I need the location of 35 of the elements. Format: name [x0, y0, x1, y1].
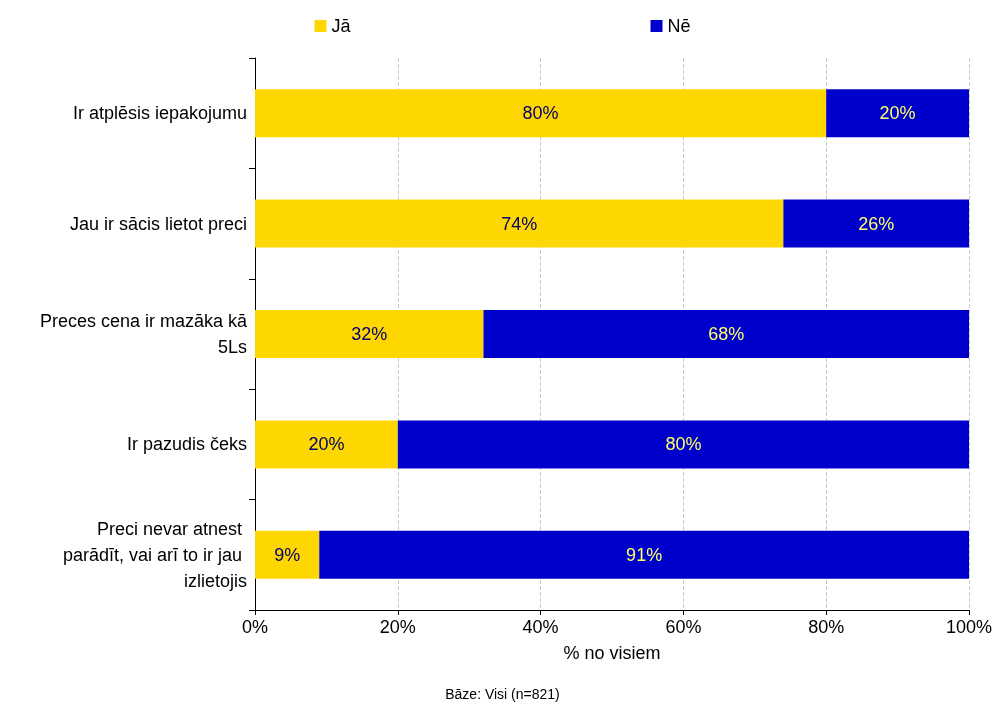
data-label: 9%: [274, 544, 301, 565]
data-label: 20%: [308, 434, 345, 455]
bar: [255, 89, 827, 138]
data-label: 26%: [858, 213, 895, 234]
data-label: 80%: [665, 434, 702, 455]
data-label: 74%: [501, 213, 538, 234]
text: Bāze: Visi (n=821): [445, 686, 560, 702]
data-label: 68%: [708, 324, 745, 344]
x-tick-label: 0%: [241, 617, 269, 637]
x-axis-title: % no visiem: [563, 643, 661, 663]
bar: [319, 530, 969, 579]
bar: [826, 89, 969, 138]
bar: [255, 199, 784, 248]
legend-label: Jā: [331, 16, 352, 36]
x-tick-label: 40%: [522, 617, 559, 637]
bar: [483, 310, 969, 358]
y-tick-label: Preces cena ir mazāka kā 5Ls: [39, 311, 248, 357]
data-label: 32%: [351, 324, 388, 344]
y-tick-label: Ir atplēsis iepakojumu: [72, 103, 247, 124]
x-tick-label: 20%: [379, 617, 416, 637]
x-tick-label: 80%: [808, 617, 845, 637]
bar: [255, 420, 398, 469]
data-label: 20%: [879, 103, 916, 124]
x-tick-label: 60%: [665, 617, 702, 637]
data-label: 91%: [626, 544, 663, 565]
bar: [783, 199, 969, 248]
bar: [255, 310, 484, 358]
bar: [397, 420, 969, 469]
y-tick-label: Ir pazudis čeks: [126, 434, 247, 455]
data-label: 80%: [522, 103, 559, 124]
y-tick-label: Jau ir sācis lietot preci: [69, 213, 247, 234]
x-tick-label: 100%: [945, 617, 993, 637]
y-tick-label: Preci nevar atnest parādīt, vai arī to ir jau izlietojis: [62, 518, 247, 591]
legend-label: Nē: [667, 16, 691, 36]
bar: [255, 530, 320, 579]
